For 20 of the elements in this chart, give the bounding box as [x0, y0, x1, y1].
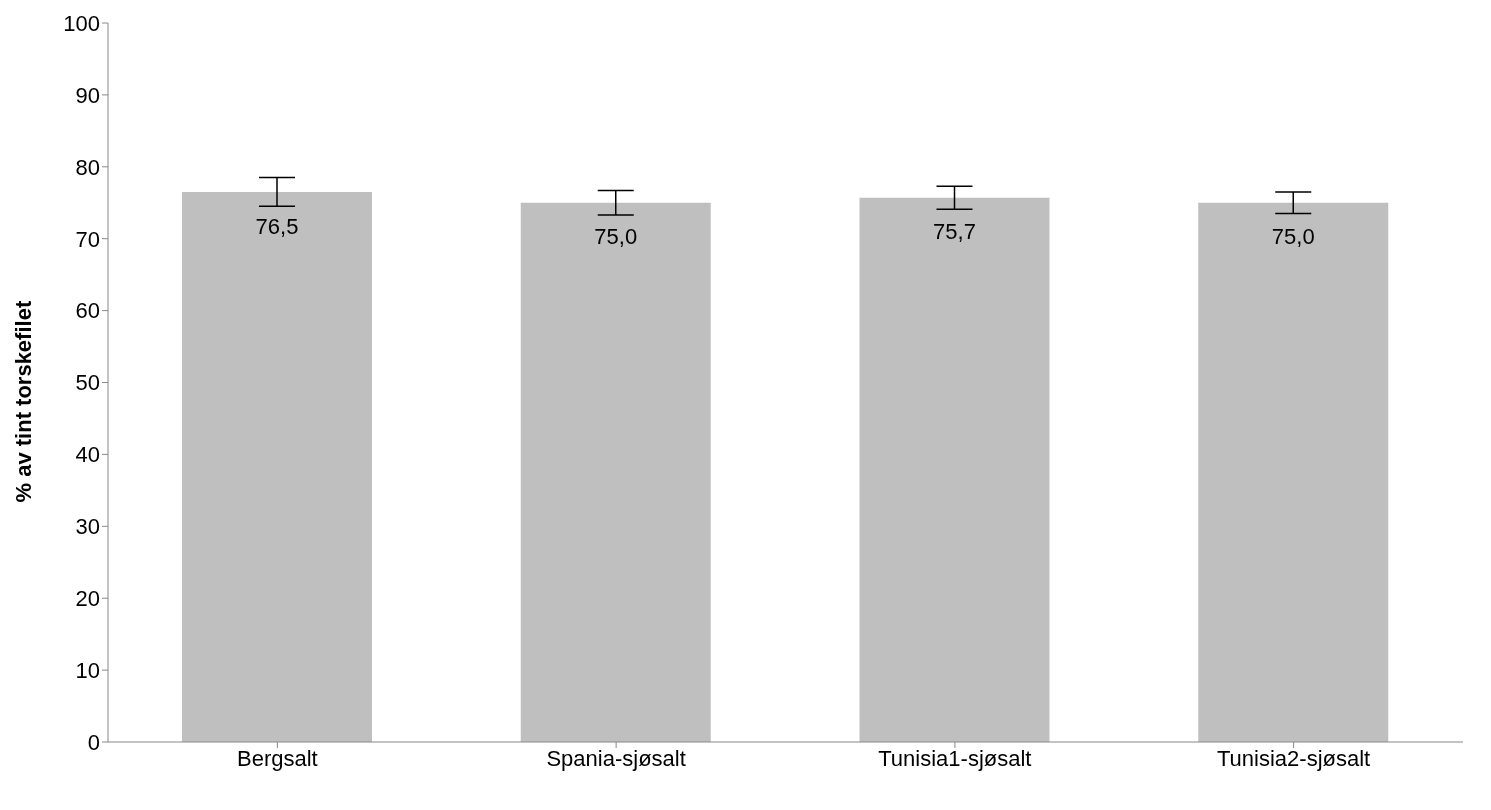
y-tick-label: 60: [75, 298, 100, 324]
y-tick-label: 100: [63, 10, 100, 36]
y-tick-label: 70: [75, 226, 100, 252]
data-label: 75,0: [594, 224, 638, 250]
x-tick-label: Tunisia2-sjøsalt: [1217, 745, 1371, 771]
y-tick-label: 80: [75, 154, 100, 180]
y-axis-title: % av tint torskefilet: [10, 300, 36, 503]
y-tick-label: 20: [75, 586, 100, 612]
y-tick-label: 40: [75, 442, 100, 468]
y-tick-label: 0: [87, 729, 100, 755]
y-tick-label: 30: [75, 514, 100, 540]
x-tick-label: Bergsalt: [237, 745, 318, 771]
x-tick-label: Spania-sjøsalt: [546, 745, 686, 771]
y-tick-label: 90: [75, 82, 100, 108]
y-tick-label: 10: [75, 657, 100, 683]
data-label: 76,5: [255, 213, 299, 239]
data-label: 75,0: [1271, 224, 1315, 250]
y-tick-label: 50: [75, 370, 100, 396]
x-tick-label: Tunisia1-sjøsalt: [878, 745, 1032, 771]
data-label: 75,7: [933, 219, 976, 245]
